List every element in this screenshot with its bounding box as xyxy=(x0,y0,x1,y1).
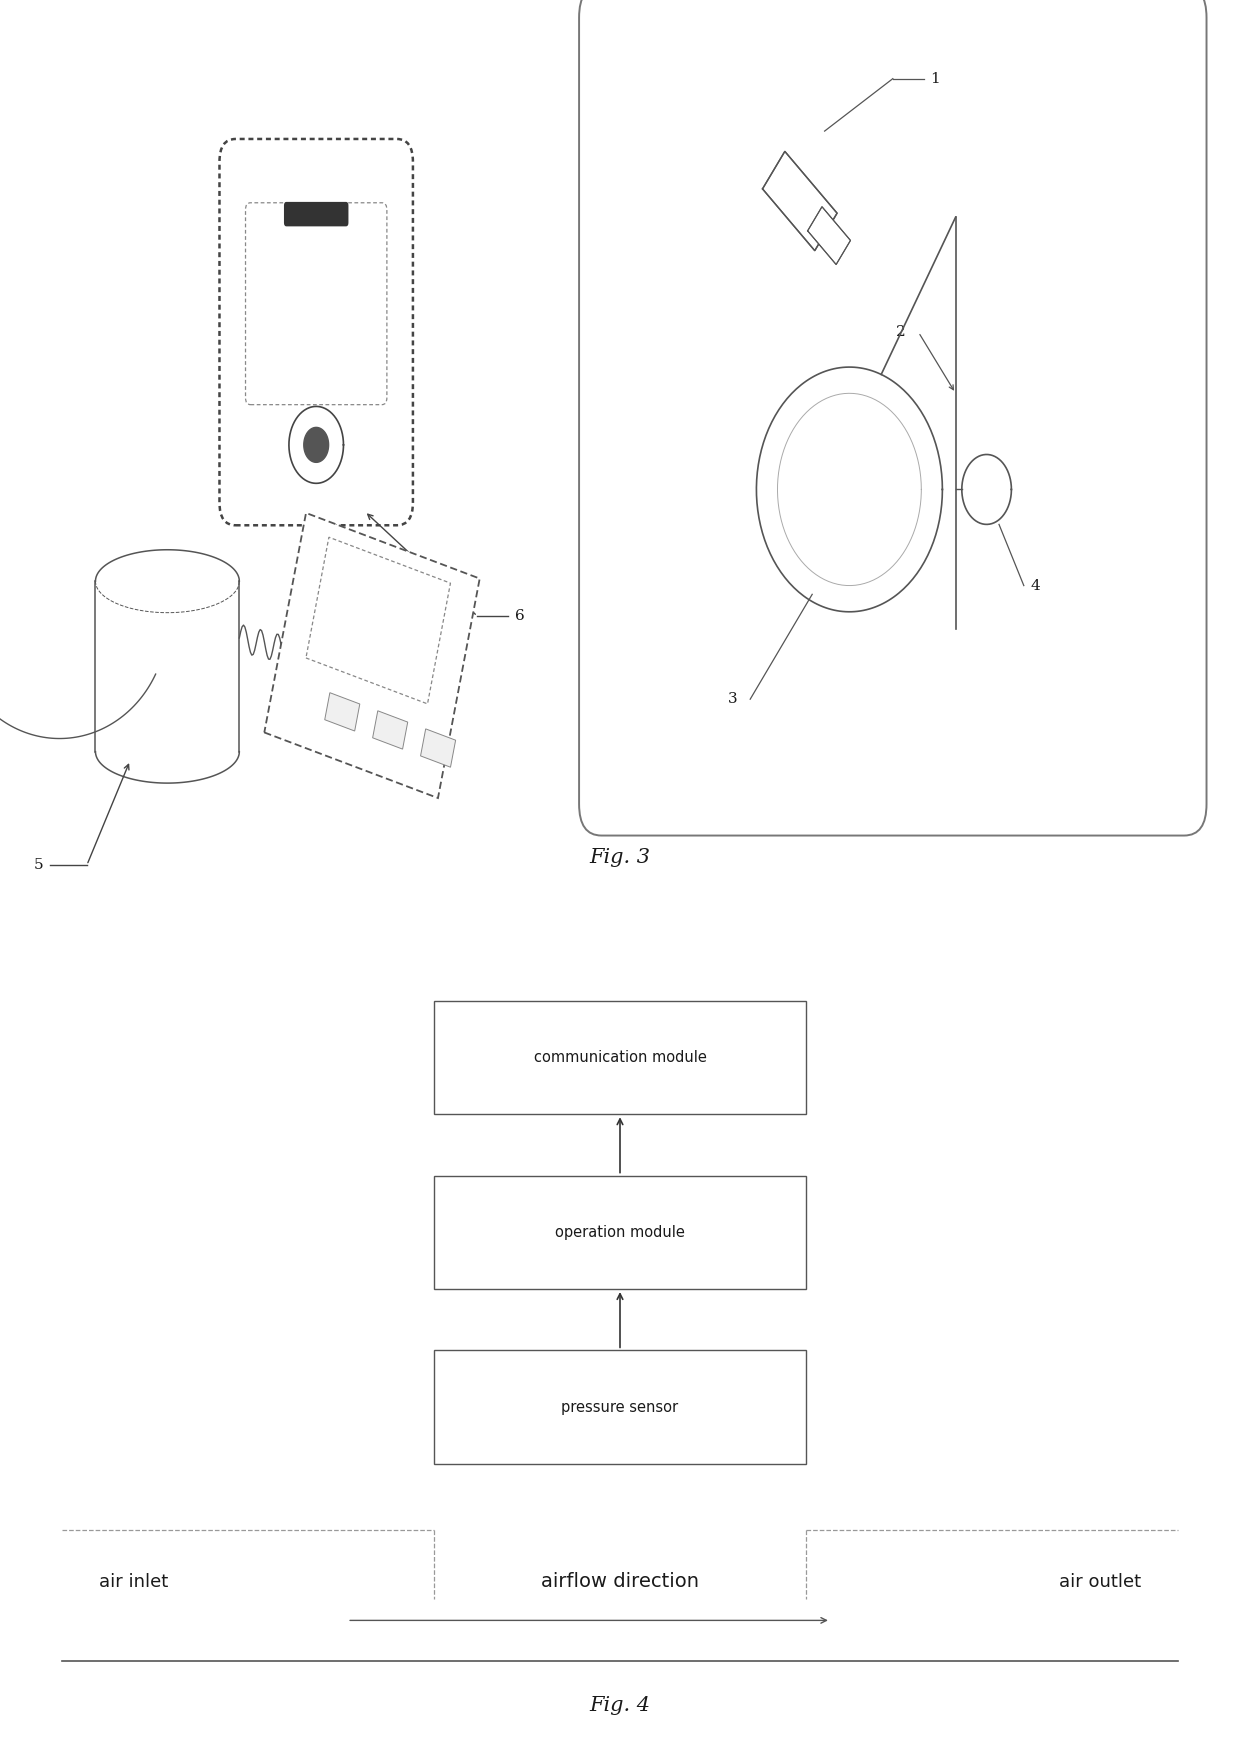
Text: 4: 4 xyxy=(1030,579,1040,593)
FancyBboxPatch shape xyxy=(579,0,1207,836)
Text: airflow direction: airflow direction xyxy=(541,1573,699,1591)
FancyBboxPatch shape xyxy=(434,1000,806,1115)
Polygon shape xyxy=(373,711,408,750)
Polygon shape xyxy=(264,512,480,799)
Text: air outlet: air outlet xyxy=(1059,1573,1141,1591)
Polygon shape xyxy=(807,206,851,264)
Text: 2: 2 xyxy=(897,325,906,339)
Polygon shape xyxy=(420,729,455,767)
Text: 6: 6 xyxy=(515,608,525,624)
Text: 1: 1 xyxy=(930,72,940,86)
Text: communication module: communication module xyxy=(533,1051,707,1065)
Polygon shape xyxy=(306,537,450,704)
FancyBboxPatch shape xyxy=(219,140,413,524)
FancyBboxPatch shape xyxy=(246,203,387,406)
Text: Fig. 3: Fig. 3 xyxy=(589,848,651,867)
Text: Fig. 4: Fig. 4 xyxy=(589,1696,651,1715)
Text: pressure sensor: pressure sensor xyxy=(562,1400,678,1414)
Polygon shape xyxy=(325,692,360,731)
Text: 3: 3 xyxy=(728,692,738,706)
FancyBboxPatch shape xyxy=(434,1349,806,1465)
Text: air inlet: air inlet xyxy=(99,1573,169,1591)
Polygon shape xyxy=(763,152,837,250)
FancyBboxPatch shape xyxy=(284,201,348,225)
Polygon shape xyxy=(304,428,329,461)
Text: operation module: operation module xyxy=(556,1225,684,1239)
Text: 5: 5 xyxy=(33,858,43,872)
FancyBboxPatch shape xyxy=(434,1176,806,1290)
